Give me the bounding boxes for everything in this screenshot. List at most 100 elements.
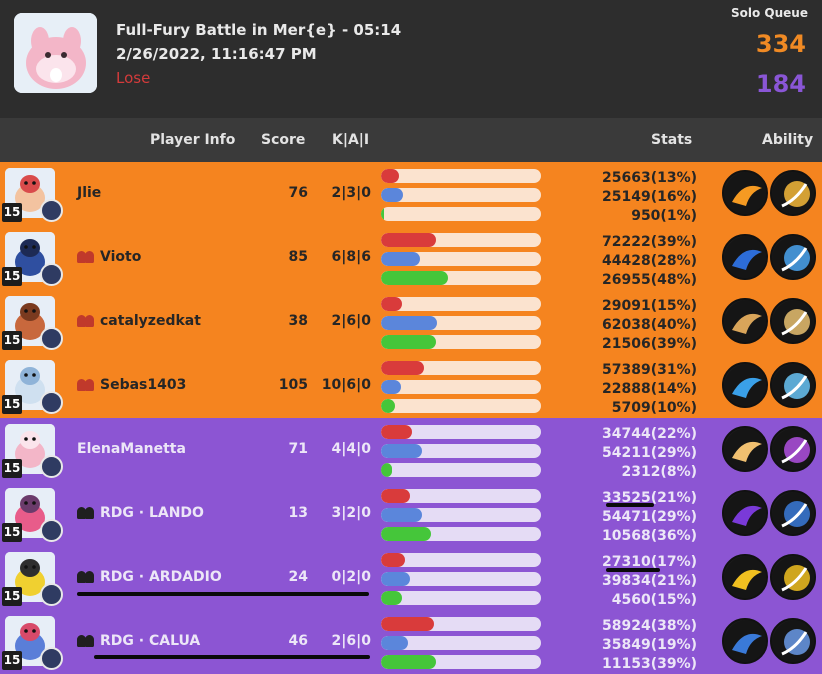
- col-kai: K|A|I: [332, 132, 370, 148]
- damage-taken-bar: [381, 188, 541, 202]
- player-row[interactable]: 15 ElenaManetta 71 4|4|0 34744(22%) 5421…: [0, 418, 822, 482]
- player-name-text: Sebas1403: [100, 377, 187, 393]
- healing-bar: [381, 399, 541, 413]
- stat-bars: [381, 489, 541, 546]
- ability-2-icon[interactable]: [770, 298, 816, 344]
- player-name[interactable]: Vioto: [77, 249, 141, 265]
- player-name[interactable]: Sebas1403: [77, 377, 186, 393]
- healing: 2312(8%): [621, 464, 697, 480]
- healing-bar: [381, 527, 541, 541]
- ability-2-icon[interactable]: [770, 490, 816, 536]
- stat-values: 29091(15%) 62038(40%) 21506(39%): [602, 297, 697, 354]
- player-row[interactable]: 15 catalyzedkat 38 2|6|0 29091(15%) 6203…: [0, 290, 822, 354]
- level-badge: 15: [2, 459, 22, 478]
- player-kai: 2|6|0: [331, 313, 371, 329]
- healing-bar: [381, 655, 541, 669]
- level-badge: 15: [2, 395, 22, 414]
- damage-bar: [381, 425, 541, 439]
- player-kai: 10|6|0: [321, 377, 371, 393]
- ability-2-icon[interactable]: [770, 426, 816, 472]
- damage-bar: [381, 489, 541, 503]
- stat-bars: [381, 169, 541, 226]
- damage-taken: 54471(29%): [601, 509, 697, 525]
- held-item-icon: [40, 647, 63, 670]
- player-score: 71: [288, 441, 308, 457]
- player-name[interactable]: catalyzedkat: [77, 313, 201, 329]
- queue-type: Solo Queue: [731, 6, 808, 20]
- ability-2-icon[interactable]: [770, 362, 816, 408]
- player-name[interactable]: Jlie: [77, 185, 101, 201]
- ability-2-icon[interactable]: [770, 554, 816, 600]
- level-badge: 15: [2, 651, 22, 670]
- player-score: 76: [288, 185, 308, 201]
- player-name-text: RDG · ARDADIO: [100, 569, 222, 585]
- player-row[interactable]: 15 RDG · ARDADIO 24 0|2|0 27310(17%) 398…: [0, 546, 822, 610]
- damage-dealt: 58924(38%): [601, 618, 697, 634]
- party-group-icon: [77, 571, 96, 583]
- player-name-text: RDG · CALUA: [100, 633, 201, 649]
- party-group-icon: [77, 635, 96, 647]
- redaction-line: [606, 568, 660, 572]
- damage-taken-bar: [381, 444, 541, 458]
- damage-taken-bar: [381, 508, 541, 522]
- healing: 10568(36%): [601, 528, 697, 544]
- damage-taken-bar: [381, 380, 541, 394]
- redaction-line: [77, 592, 369, 596]
- match-header: Full-Fury Battle in Mer{e} - 05:14 2/26/…: [0, 0, 822, 118]
- player-row[interactable]: 15 Jlie 76 2|3|0 25663(13%) 25149(16%) 9…: [0, 162, 822, 226]
- ability-1-icon[interactable]: [722, 490, 768, 536]
- player-row[interactable]: 15 Sebas1403 105 10|6|0 57389(31%) 22888…: [0, 354, 822, 418]
- player-score: 24: [288, 569, 308, 585]
- player-name[interactable]: ElenaManetta: [77, 441, 186, 457]
- damage-dealt: 29091(15%): [601, 298, 697, 314]
- player-row[interactable]: 15 RDG · CALUA 46 2|6|0 58924(38%) 35849…: [0, 610, 822, 674]
- player-name[interactable]: RDG · CALUA: [77, 633, 200, 649]
- damage-dealt: 72222(39%): [601, 234, 697, 250]
- ability-1-icon[interactable]: [722, 426, 768, 472]
- damage-taken-bar: [381, 636, 541, 650]
- held-item-icon: [40, 455, 63, 478]
- stat-values: 72222(39%) 44428(28%) 26955(48%): [602, 233, 697, 290]
- player-name[interactable]: RDG · ARDADIO: [77, 569, 222, 585]
- ability-1-icon[interactable]: [722, 554, 768, 600]
- player-score: 38: [288, 313, 308, 329]
- healing: 950(1%): [631, 208, 697, 224]
- col-player-info: Player Info: [150, 132, 236, 148]
- damage-taken: 44428(28%): [601, 253, 697, 269]
- held-item-icon: [40, 519, 63, 542]
- healing-bar: [381, 591, 541, 605]
- stat-values: 25663(13%) 25149(16%) 950(1%): [602, 169, 697, 226]
- damage-taken: 22888(14%): [601, 381, 697, 397]
- ability-2-icon[interactable]: [770, 618, 816, 664]
- ability-2-icon[interactable]: [770, 170, 816, 216]
- healing-bar: [381, 207, 541, 221]
- ability-2-icon[interactable]: [770, 234, 816, 280]
- damage-dealt: 33525(21%): [601, 490, 697, 506]
- damage-taken-bar: [381, 252, 541, 266]
- player-score: 13: [288, 505, 308, 521]
- ability-1-icon[interactable]: [722, 234, 768, 280]
- stat-values: 57389(31%) 22888(14%) 5709(10%): [602, 361, 697, 418]
- stat-bars: [381, 553, 541, 610]
- held-item-icon: [40, 327, 63, 350]
- damage-dealt: 25663(13%): [601, 170, 697, 186]
- held-item-icon: [40, 263, 63, 286]
- healing-bar: [381, 335, 541, 349]
- damage-dealt: 27310(17%): [601, 554, 697, 570]
- player-kai: 4|4|0: [331, 441, 371, 457]
- ability-1-icon[interactable]: [722, 298, 768, 344]
- stat-values: 58924(38%) 35849(19%) 11153(39%): [602, 617, 697, 674]
- ability-1-icon[interactable]: [722, 362, 768, 408]
- healing: 21506(39%): [601, 336, 697, 352]
- player-row[interactable]: 15 RDG · LANDO 13 3|2|0 33525(21%) 54471…: [0, 482, 822, 546]
- damage-taken: 62038(40%): [601, 317, 697, 333]
- damage-taken: 39834(21%): [601, 573, 697, 589]
- ability-1-icon[interactable]: [722, 618, 768, 664]
- stat-values: 34744(22%) 54211(29%) 2312(8%): [602, 425, 697, 482]
- match-result: Lose: [116, 69, 151, 87]
- level-badge: 15: [2, 267, 22, 286]
- held-item-icon: [40, 391, 63, 414]
- player-row[interactable]: 15 Vioto 85 6|8|6 72222(39%) 44428(28%) …: [0, 226, 822, 290]
- player-name[interactable]: RDG · LANDO: [77, 505, 204, 521]
- ability-1-icon[interactable]: [722, 170, 768, 216]
